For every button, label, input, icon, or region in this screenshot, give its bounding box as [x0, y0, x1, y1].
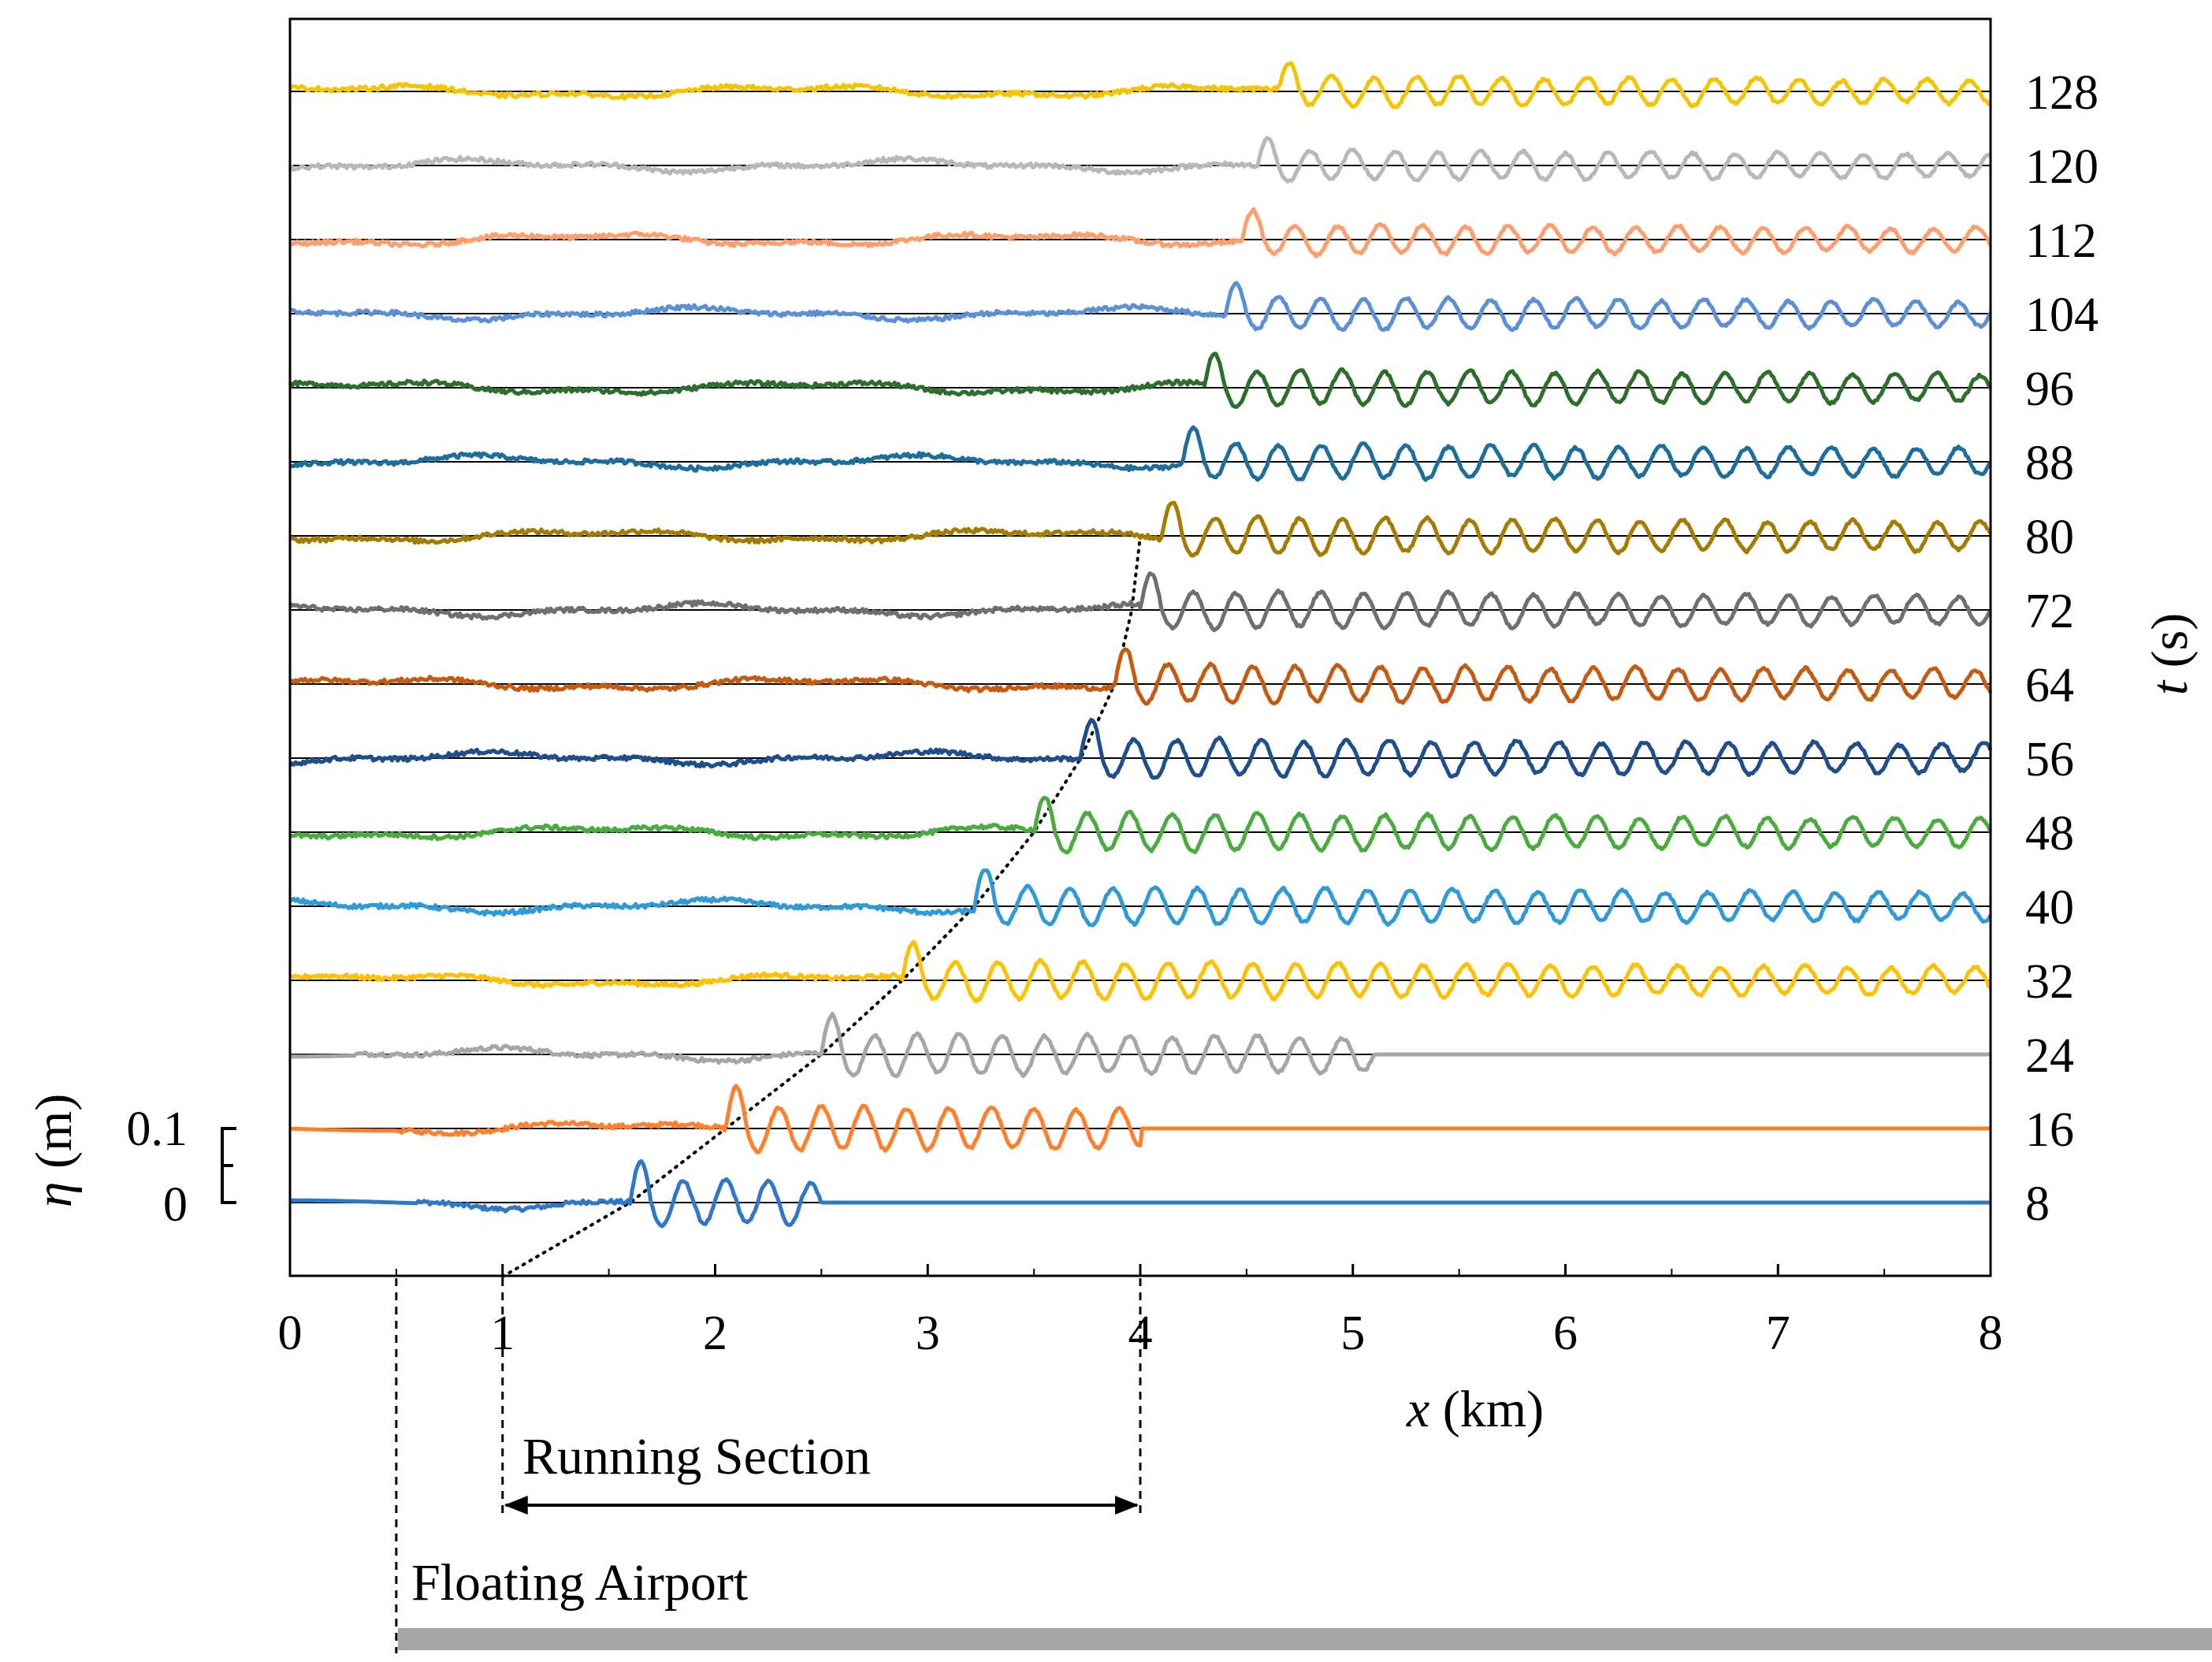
time-label-56: 56	[2025, 733, 2074, 786]
x-tick-label-2: 2	[703, 1307, 727, 1360]
eta-scale-bar	[221, 1127, 236, 1204]
x-tick-label-8: 8	[1979, 1307, 2003, 1360]
series-line-t72	[288, 571, 1992, 633]
series-line-t40	[288, 868, 1993, 928]
x-tick-label-5: 5	[1340, 1307, 1365, 1360]
series-line-t120	[288, 136, 1992, 184]
eta-scale-bracket	[221, 1127, 236, 1204]
series-line-t16	[289, 1084, 1991, 1154]
time-labels: 8 16 24 32 40 48 56 64 72 80 88 96 104 112 120 128	[2025, 66, 2099, 1231]
time-label-120: 120	[2025, 140, 2099, 194]
x-tick-label-7: 7	[1766, 1307, 1790, 1360]
eta-scale-bottom-label: 0	[163, 1178, 188, 1232]
time-label-112: 112	[2025, 214, 2097, 268]
time-label-64: 64	[2025, 659, 2074, 712]
series-line-t56	[288, 717, 1993, 780]
series-line-t32	[289, 939, 1992, 1004]
running-section-arrowhead-left	[504, 1496, 528, 1515]
running-section-arrowhead-right	[1115, 1496, 1139, 1515]
time-label-16: 16	[2025, 1103, 2074, 1157]
time-label-104: 104	[2025, 288, 2099, 342]
running-section-label: Running Section	[522, 1428, 871, 1485]
floating-airport-label: Floating Airport	[411, 1554, 748, 1612]
series-layer	[288, 61, 1993, 1229]
time-label-80: 80	[2025, 511, 2074, 564]
eta-axis-title: η (m)	[25, 1094, 83, 1208]
series-line-t88	[288, 425, 1992, 482]
plot-frame	[288, 17, 1992, 1277]
series-line-t8	[289, 1158, 1991, 1229]
time-label-32: 32	[2025, 955, 2074, 1009]
series-line-t96	[288, 351, 1993, 409]
time-label-8: 8	[2025, 1177, 2050, 1231]
time-label-24: 24	[2025, 1029, 2074, 1083]
floating-airport-bar	[397, 1628, 2212, 1650]
time-label-88: 88	[2025, 437, 2074, 490]
series-line-t24	[289, 1011, 1991, 1079]
eta-scale-top-label: 0.1	[127, 1102, 188, 1156]
series-line-t48	[289, 795, 1993, 855]
time-label-48: 48	[2025, 807, 2074, 861]
x-tick-label-6: 6	[1553, 1307, 1578, 1360]
series-line-t64	[289, 647, 1993, 706]
time-label-96: 96	[2025, 363, 2074, 416]
time-label-72: 72	[2025, 585, 2074, 638]
x-tick-label-0: 0	[278, 1307, 303, 1360]
annotations-layer	[395, 1278, 2212, 1653]
time-label-40: 40	[2025, 881, 2074, 935]
series-line-t112	[288, 206, 1993, 258]
time-label-128: 128	[2025, 66, 2099, 120]
t-axis-title: t (s)	[2141, 613, 2199, 696]
x-tick-label-3: 3	[916, 1307, 940, 1360]
series-line-t128	[288, 61, 1991, 110]
series-line-t104	[289, 281, 1993, 333]
series-line-t80	[289, 500, 1993, 558]
x-axis-title: x (km)	[1406, 1381, 1544, 1438]
baselines-layer	[290, 91, 1991, 1203]
